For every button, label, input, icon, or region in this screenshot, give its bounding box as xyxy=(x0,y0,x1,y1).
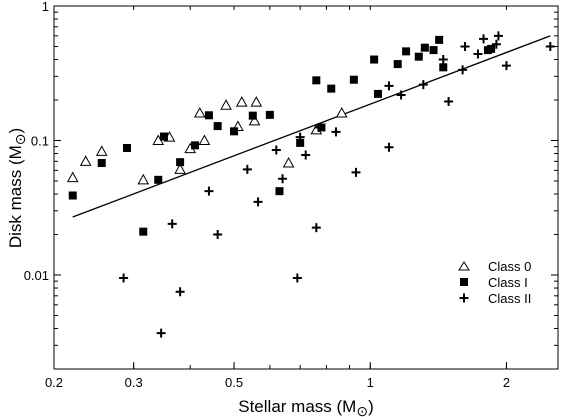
point-class-i xyxy=(429,46,438,55)
point-class-i xyxy=(393,60,402,69)
point-class-i xyxy=(275,187,284,196)
point-class-0 xyxy=(220,99,232,110)
point-class-i xyxy=(312,76,321,85)
point-class-ii xyxy=(204,186,214,196)
x-axis-title: Stellar mass (M⊙) xyxy=(238,397,373,417)
point-class-0 xyxy=(198,134,211,145)
point-class-i xyxy=(68,191,77,200)
point-class-ii xyxy=(167,219,177,229)
x-tick-label: 2 xyxy=(503,375,510,390)
point-class-ii xyxy=(119,273,129,283)
point-class-i xyxy=(435,35,444,44)
x-tick-label: 0.5 xyxy=(225,375,243,390)
point-class-0 xyxy=(79,155,92,166)
point-class-0 xyxy=(137,173,150,185)
point-class-i xyxy=(204,111,213,120)
axis-ticks xyxy=(53,5,558,370)
point-class-i xyxy=(420,43,429,52)
point-class-i xyxy=(439,63,448,72)
point-class-ii xyxy=(438,55,448,65)
legend-marker-class-0 xyxy=(458,261,470,271)
y-tick-label: 0.1 xyxy=(31,133,49,148)
point-class-ii xyxy=(501,61,511,71)
point-class-0 xyxy=(235,96,248,107)
point-class-ii xyxy=(491,39,501,49)
point-class-ii xyxy=(213,230,223,240)
point-class-i xyxy=(97,159,106,168)
point-class-i xyxy=(265,110,274,119)
point-class-i xyxy=(123,143,132,152)
point-class-i xyxy=(327,84,336,93)
point-class-ii xyxy=(493,31,503,41)
fit-line xyxy=(72,35,551,218)
point-class-ii xyxy=(156,328,166,338)
point-class-0 xyxy=(174,163,186,174)
point-class-ii xyxy=(458,65,468,75)
legend-label-class-1: Class I xyxy=(488,275,528,290)
point-class-i xyxy=(349,75,358,84)
point-class-i xyxy=(191,141,200,150)
point-class-ii xyxy=(314,122,324,132)
point-class-ii xyxy=(271,145,281,155)
point-class-0 xyxy=(250,96,263,107)
point-class-ii xyxy=(396,90,406,100)
point-class-0 xyxy=(95,145,108,156)
point-class-ii xyxy=(545,41,555,51)
point-class-0 xyxy=(193,107,206,118)
point-class-i xyxy=(176,158,185,167)
point-class-ii xyxy=(242,164,252,174)
legend-marker-class-2 xyxy=(459,293,469,303)
point-class-i xyxy=(370,55,379,64)
point-class-i xyxy=(487,44,496,53)
point-class-i xyxy=(159,132,168,141)
x-tick-label: 0.2 xyxy=(45,375,63,390)
point-class-ii xyxy=(292,273,302,283)
point-class-0 xyxy=(66,171,79,183)
legend: Class 0 Class I Class II xyxy=(458,259,531,306)
point-class-ii xyxy=(253,197,263,207)
point-class-ii xyxy=(384,81,394,91)
x-tick-label: 0.3 xyxy=(125,375,143,390)
point-class-i xyxy=(402,47,411,56)
axis-tick-labels: 0.2 0.3 0.5 1 2 0.01 0.1 1 xyxy=(24,0,510,390)
legend-label-class-2: Class II xyxy=(488,291,531,306)
point-class-ii xyxy=(384,142,394,152)
point-class-i xyxy=(373,89,382,98)
point-class-ii xyxy=(479,34,489,44)
point-class-i xyxy=(296,138,305,147)
point-class-ii xyxy=(175,287,185,297)
point-class-i xyxy=(414,52,423,61)
y-tick-label: 0.01 xyxy=(24,268,49,283)
point-class-i xyxy=(139,227,148,236)
point-class-0 xyxy=(282,156,295,168)
x-tick-label: 1 xyxy=(367,375,374,390)
point-class-0 xyxy=(335,107,348,118)
point-class-ii xyxy=(351,167,361,177)
point-class-i xyxy=(230,127,239,136)
point-class-ii xyxy=(460,41,470,51)
point-class-ii xyxy=(418,80,428,90)
plot-frame xyxy=(53,5,559,370)
data-points xyxy=(66,31,555,338)
point-class-ii xyxy=(444,96,454,106)
point-class-ii xyxy=(295,132,305,142)
y-tick-label: 1 xyxy=(42,0,49,14)
point-class-ii xyxy=(278,174,288,184)
point-class-i xyxy=(154,175,163,184)
point-class-i xyxy=(248,111,257,120)
point-class-ii xyxy=(331,127,341,137)
legend-label-class-0: Class 0 xyxy=(488,259,531,274)
point-class-ii xyxy=(311,223,321,233)
point-class-i xyxy=(213,122,222,131)
point-class-ii xyxy=(473,49,483,59)
legend-marker-class-1 xyxy=(460,278,468,286)
point-class-ii xyxy=(301,150,311,160)
point-class-0 xyxy=(248,114,261,126)
y-axis-title: Disk mass (M⊙) xyxy=(6,128,28,248)
